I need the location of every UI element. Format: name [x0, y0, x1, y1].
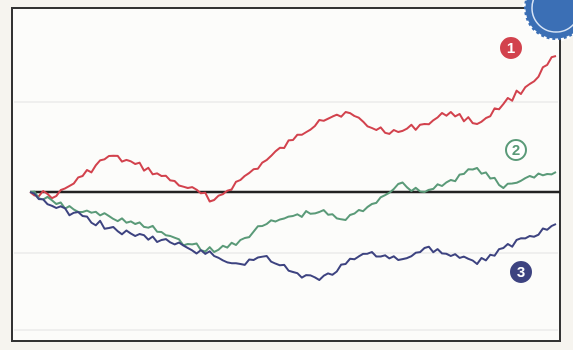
- series-badge-3: 3: [510, 261, 532, 283]
- series-badge-2: 2: [505, 139, 527, 161]
- series-line-2: [29, 167, 557, 253]
- gridlines: [14, 101, 558, 331]
- series-badge-circle: [510, 261, 532, 283]
- corner-seal-ring: [531, 0, 573, 33]
- corner-badge: [522, 0, 573, 42]
- series-lines: [29, 55, 557, 281]
- series-badge-1: 1: [500, 37, 522, 59]
- series-line-1: [29, 55, 557, 203]
- series-badge-label: 2: [512, 142, 520, 159]
- series-badge-circle: [500, 37, 522, 59]
- series-badge-label: 3: [517, 264, 525, 281]
- series-badges: 1 2 3: [500, 37, 532, 283]
- chart-frame: [11, 7, 561, 342]
- series-badge-label: 1: [507, 40, 515, 57]
- corner-seal-icon: [522, 0, 573, 42]
- series-badge-circle: [505, 139, 527, 161]
- series-line-3: [29, 191, 557, 281]
